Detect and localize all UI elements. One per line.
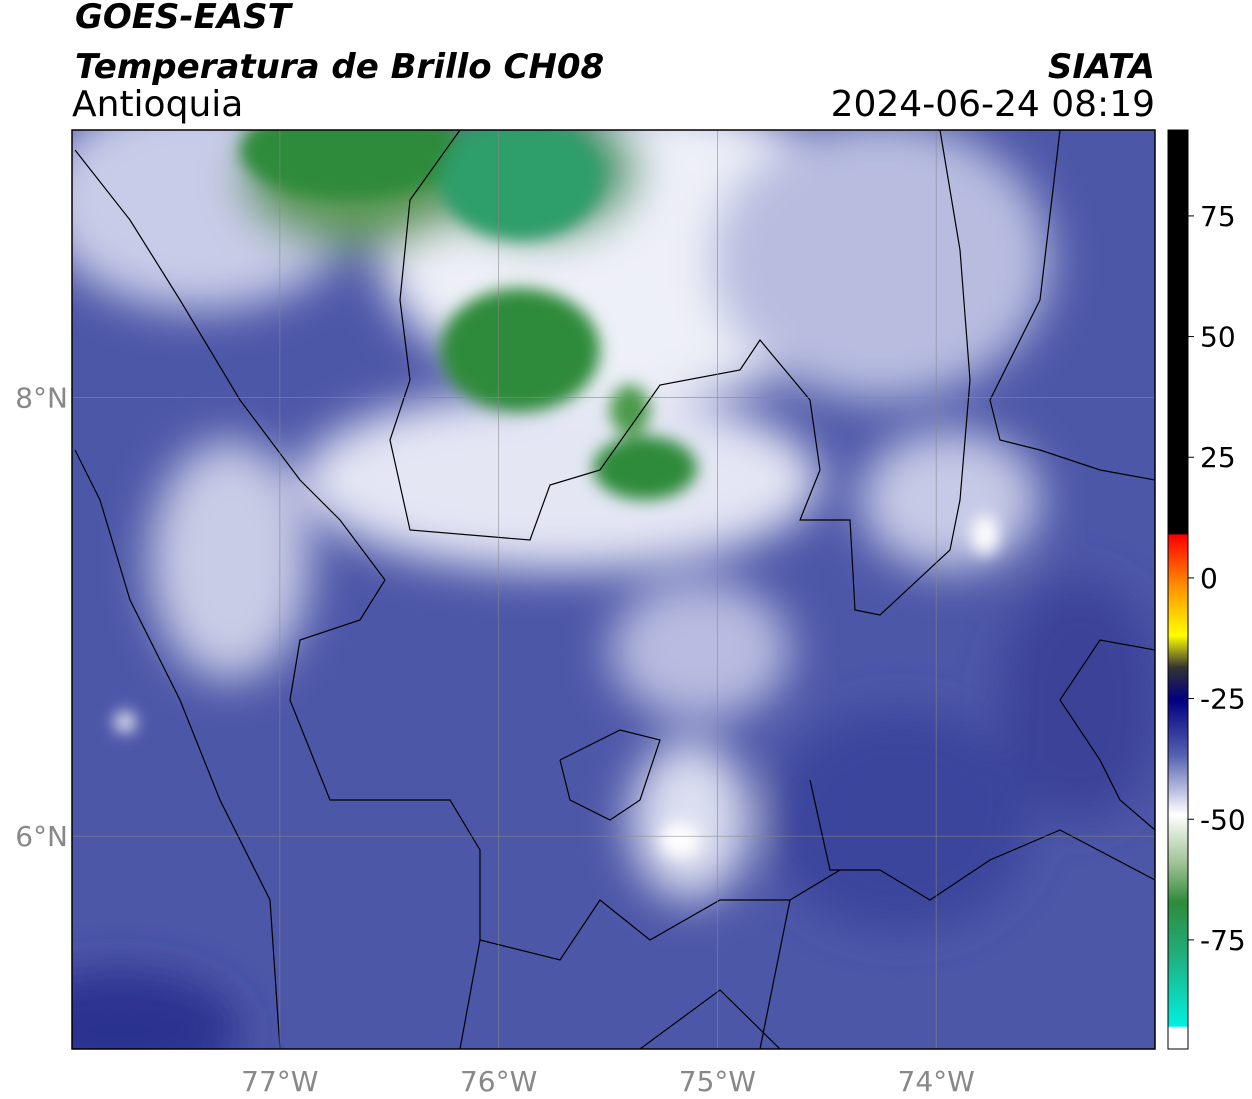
colorbar-tick-label: -75: [1200, 924, 1246, 957]
source: SIATA: [1048, 47, 1155, 87]
x-tick-label: 77°W: [241, 1065, 318, 1098]
y-tick-label: 8°N: [15, 382, 68, 415]
x-tick-label: 75°W: [679, 1065, 756, 1098]
subtitle: Temperatura de Brillo CH08: [75, 47, 604, 87]
colorbar-tick-label: -25: [1200, 683, 1246, 716]
colorbar-tick-label: 25: [1200, 441, 1236, 474]
colorbar-tick-label: -50: [1200, 803, 1246, 836]
x-tick-label: 76°W: [460, 1065, 537, 1098]
x-tick-label: 74°W: [898, 1065, 975, 1098]
region: Antioquia: [72, 84, 243, 125]
map-frame: [71, 129, 1156, 1050]
datetime: 2024-06-24 08:19: [831, 84, 1155, 125]
colorbar-tick-label: 50: [1200, 321, 1236, 354]
colorbar: [1167, 129, 1189, 1050]
satellite-image: [72, 130, 1155, 1049]
y-tick-label: 6°N: [15, 820, 68, 853]
colorbar-tick-label: 0: [1200, 562, 1218, 595]
colorbar-tick-label: 75: [1200, 200, 1236, 233]
title: GOES-EAST: [75, 0, 294, 37]
